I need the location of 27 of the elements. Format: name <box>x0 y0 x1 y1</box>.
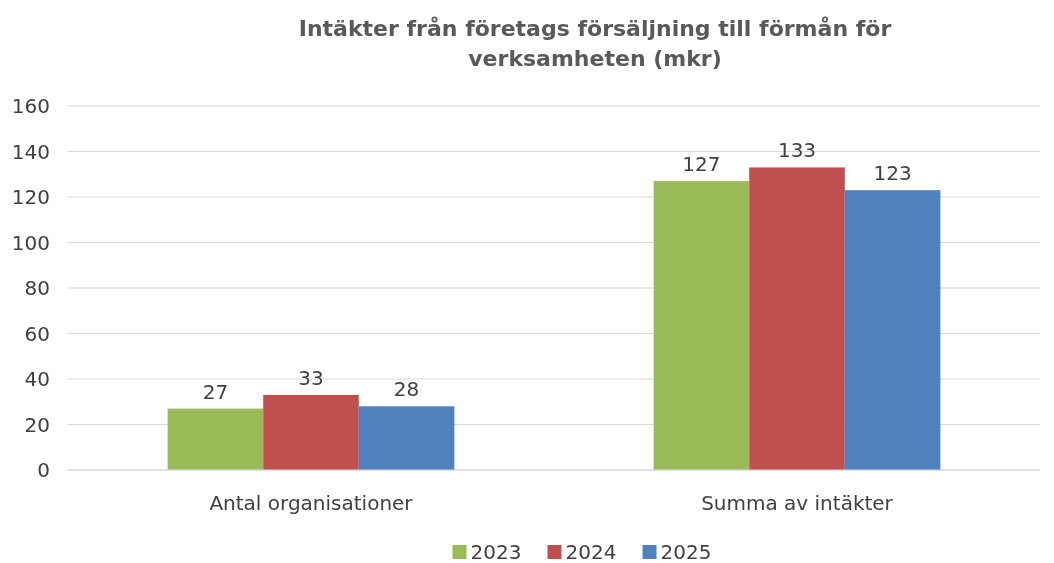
bar <box>844 190 941 470</box>
data-label: 127 <box>682 152 721 177</box>
data-label: 33 <box>298 365 324 390</box>
bar <box>263 394 359 470</box>
bar <box>358 406 455 470</box>
x-tick-label: Summa av intäkter <box>701 491 894 515</box>
y-tick-label: 80 <box>24 276 50 300</box>
legend-label: 2023 <box>470 540 522 563</box>
y-tick-label: 140 <box>11 139 50 164</box>
data-label: 27 <box>202 379 229 404</box>
x-tick-label: Antal organisationer <box>209 491 414 515</box>
y-tick-label: 60 <box>24 321 50 346</box>
y-tick-label: 20 <box>24 412 50 437</box>
y-tick-label: 100 <box>11 230 50 255</box>
chart-title: Intäkter från företags försäljning till förmån för verksamheten (mkr) <box>298 16 892 71</box>
legend-label: 2025 <box>660 540 712 563</box>
y-tick-label: 40 <box>24 367 50 391</box>
data-label: 28 <box>393 377 420 402</box>
bar <box>167 408 264 470</box>
y-tick-label: 0 <box>37 458 50 482</box>
y-tick-label: 120 <box>11 185 50 209</box>
y-tick-label: 160 <box>11 94 50 118</box>
legend-label: 2024 <box>565 540 617 563</box>
data-label: 123 <box>873 161 912 186</box>
bar <box>653 181 750 470</box>
data-label: 133 <box>777 138 817 163</box>
bar <box>749 167 845 470</box>
